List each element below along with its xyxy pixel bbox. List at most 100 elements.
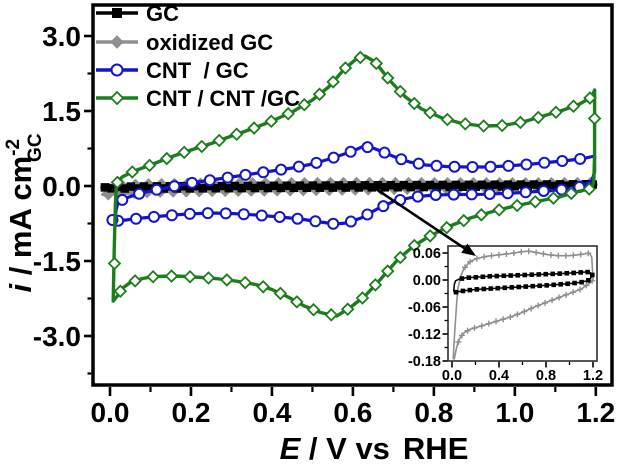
marker-diamond [247, 121, 261, 135]
marker-square [544, 283, 550, 288]
marker-circle [447, 188, 460, 201]
marker-square [523, 284, 529, 289]
marker-square [497, 182, 507, 191]
marker-diamond [201, 271, 216, 285]
marker-diamond [212, 133, 227, 148]
marker-diamond [380, 71, 395, 85]
marker-plus [493, 318, 500, 325]
marker-plus [478, 322, 485, 329]
marker-square [529, 272, 535, 278]
marker-diamond [528, 195, 543, 209]
marker-square [250, 183, 260, 193]
marker-circle [361, 141, 374, 154]
marker-circle [186, 176, 199, 189]
marker-circle [309, 215, 322, 228]
marker-square [467, 287, 473, 293]
marker-diamond [380, 264, 395, 278]
series-inset-gc [453, 269, 595, 295]
marker-diamond [439, 220, 454, 235]
marker-square [572, 280, 577, 286]
marker-circle [292, 160, 305, 173]
marker-square [551, 282, 557, 288]
marker-plus [500, 316, 507, 323]
legend-label: CNT / CNT /GC [146, 86, 300, 111]
marker-square [466, 275, 472, 280]
marker-circle [291, 212, 304, 225]
marker-diamond [583, 91, 597, 105]
marker-plus [535, 302, 542, 309]
marker-plus [514, 311, 521, 318]
marker-diamond [229, 127, 244, 141]
legend-label: oxidized GC [146, 30, 273, 55]
marker-diamond [159, 151, 174, 166]
marker-square [459, 276, 465, 281]
marker-plus [495, 251, 502, 258]
plot-frame [91, 3, 614, 387]
inset-plot: 0.0 0.4 0.8 1.2 0.06 0.00 -0.06 -0.12 -0.18 [408, 245, 603, 384]
marker-diamond [423, 229, 437, 243]
marker-square [495, 285, 501, 291]
marker-diamond [125, 165, 140, 179]
inset-x-tick-label: 0.4 [489, 368, 509, 384]
y-axis-title: i / mA cm-2GC [3, 133, 46, 292]
marker-square [276, 183, 286, 193]
marker-diamond [407, 238, 422, 253]
marker-plus [570, 252, 577, 259]
marker-square [120, 184, 130, 193]
marker-square [530, 283, 536, 289]
marker-circle [147, 210, 160, 223]
marker-plus [471, 325, 478, 332]
marker-plus [518, 248, 525, 255]
marker-circle [110, 63, 124, 77]
marker-square [537, 283, 543, 289]
marker-circle [221, 171, 234, 184]
marker-plus [555, 252, 562, 259]
marker-square [263, 183, 273, 193]
marker-circle [519, 186, 532, 199]
marker-circle [395, 153, 408, 166]
marker-square [393, 182, 403, 192]
marker-diamond [177, 145, 191, 160]
marker-square [488, 286, 494, 291]
marker-square [367, 183, 377, 192]
marker-circle [412, 157, 425, 170]
x-tick-label: 1.2 [576, 397, 615, 428]
marker-square [458, 182, 468, 192]
marker-circle [502, 159, 515, 172]
marker-square [354, 183, 364, 192]
x-axis-title: E / V vs RHE [280, 431, 469, 466]
marker-circle [361, 208, 374, 221]
marker-square [481, 286, 487, 292]
marker-circle [255, 209, 268, 222]
marker-diamond [531, 110, 545, 125]
x-tick-label: 0.4 [252, 397, 291, 428]
main-axes: 0.0 0.2 0.4 0.6 0.8 1.0 1.23.01.50.0-1.5-3.0 [33, 21, 616, 428]
marker-circle [377, 200, 390, 213]
marker-square [480, 274, 486, 280]
marker-square [543, 271, 549, 277]
marker-diamond [113, 284, 128, 299]
marker-plus [577, 251, 584, 258]
marker-diamond [582, 182, 597, 196]
arrowhead-icon [461, 243, 476, 256]
marker-circle [257, 166, 270, 179]
marker-plus [462, 264, 469, 271]
marker-plus [570, 289, 577, 296]
marker-square [237, 183, 247, 193]
marker-square [585, 269, 590, 275]
marker-diamond [297, 98, 312, 112]
marker-diamond [474, 208, 489, 222]
marker-diamond [238, 275, 252, 290]
y-tick-label: 0.0 [42, 171, 81, 202]
marker-diamond [264, 114, 279, 129]
marker-plus [577, 286, 584, 293]
marker-circle [133, 187, 146, 200]
marker-diamond [128, 274, 142, 288]
marker-circle [574, 152, 587, 165]
series-cnt-gc [106, 141, 597, 230]
marker-square [579, 279, 584, 285]
marker-diamond [194, 139, 209, 154]
marker-square [100, 183, 110, 192]
marker-square [406, 182, 416, 192]
